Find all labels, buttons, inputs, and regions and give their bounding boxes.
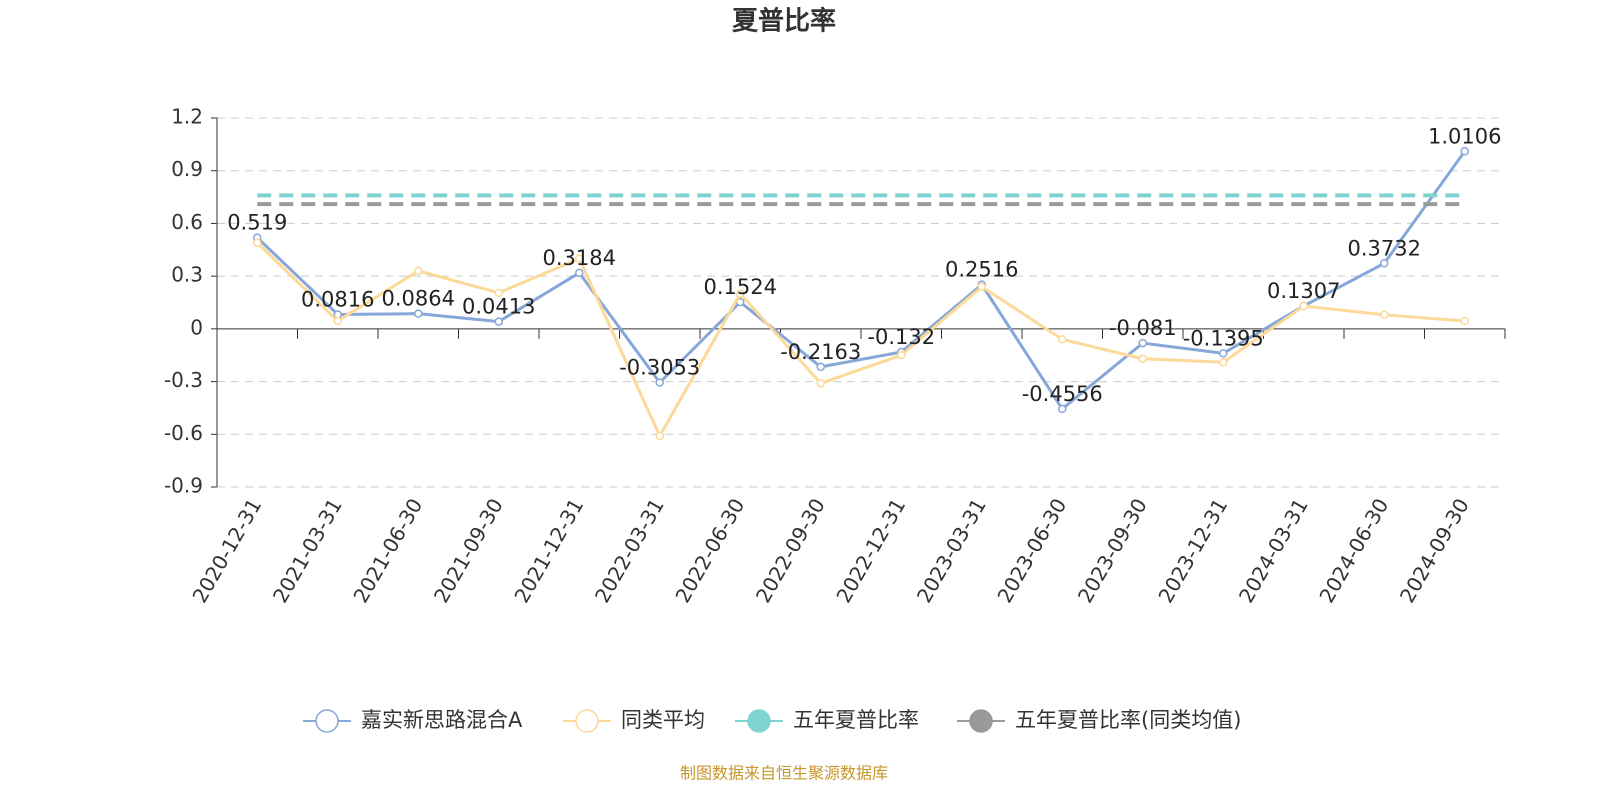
data-point [1219,357,1228,367]
data-label: -0.4556 [1022,382,1103,406]
data-point [1219,349,1228,358]
x-tick-label: 2022-06-30 [670,494,749,607]
data-point [333,316,342,326]
data-point [977,282,986,291]
data-label: 0.2516 [945,258,1018,282]
legend-marker [747,709,771,733]
y-tick-label: 1.2 [171,105,203,129]
y-tick-label: -0.9 [164,474,203,498]
data-label: 0.1524 [704,275,777,299]
data-point [1380,259,1389,268]
x-tick-label: 2023-03-31 [912,494,991,607]
data-label: 0.0816 [301,288,374,312]
legend-label: 五年夏普比率(同类均值) [1015,708,1241,732]
x-tick-label: 2022-03-31 [590,494,669,607]
x-tick-label: 2024-03-31 [1234,494,1313,607]
x-tick-label: 2021-09-30 [429,494,508,607]
data-point [414,266,423,276]
x-tick-label: 2021-06-30 [348,494,427,607]
data-point [1380,310,1389,320]
data-label: 0.0413 [462,295,535,319]
data-point [897,350,906,360]
x-tick-label: 2024-09-30 [1395,494,1474,607]
series-line [256,150,1466,412]
data-point [253,238,262,248]
legend-label: 同类平均 [621,708,705,732]
legend-label: 嘉实新思路混合A [361,708,523,732]
data-point [1460,316,1469,326]
data-point [816,362,825,372]
data-label: 1.0106 [1428,124,1501,148]
data-point [494,317,503,326]
legend-marker [969,709,993,733]
data-point [414,309,423,318]
data-label: 0.3732 [1348,236,1421,260]
source-note: 制图数据来自恒生聚源数据库 [680,764,888,783]
data-point [1138,354,1147,363]
x-tick-label: 2022-12-31 [831,494,910,607]
y-tick-label: 0.9 [171,157,203,181]
data-label: -0.081 [1109,316,1177,340]
x-tick-label: 2024-06-30 [1314,494,1393,607]
legend-marker [575,709,599,733]
data-label: -0.3053 [619,356,700,380]
data-point [494,288,503,298]
data-label: -0.2163 [780,340,861,364]
y-tick-label: 0.3 [171,263,203,287]
legend-label: 五年夏普比率 [793,708,919,732]
x-tick-label: 2020-12-31 [187,494,266,607]
data-label: 0.0864 [382,287,455,311]
data-point [816,379,825,388]
data-point [1058,335,1067,344]
data-label: -0.132 [867,325,935,349]
data-label: -0.1395 [1183,326,1264,350]
data-label: 0.519 [227,211,287,235]
data-point [575,268,584,278]
y-tick-label: 0.6 [171,210,203,234]
data-point [1138,338,1147,348]
x-tick-label: 2021-03-31 [268,494,347,607]
data-point [575,254,584,263]
data-point [1460,147,1469,156]
legend-marker [315,709,339,733]
data-point [655,431,664,441]
data-label: 0.3184 [543,246,616,270]
series-line [256,241,1465,440]
x-tick-label: 2023-06-30 [992,494,1071,607]
x-tick-label: 2021-12-31 [509,494,588,607]
data-point [655,378,664,387]
data-point [736,289,745,298]
x-tick-label: 2023-12-31 [1153,494,1232,607]
y-tick-label: 0 [190,315,203,339]
y-tick-label: -0.3 [164,368,203,392]
data-point [1058,404,1067,414]
x-tick-label: 2022-09-30 [751,494,830,607]
chart-title: 夏普比率 [732,6,836,37]
x-tick-label: 2023-09-30 [1073,494,1152,607]
data-label: 0.1307 [1267,279,1340,303]
data-point [1299,301,1308,311]
y-tick-label: -0.6 [164,421,203,445]
